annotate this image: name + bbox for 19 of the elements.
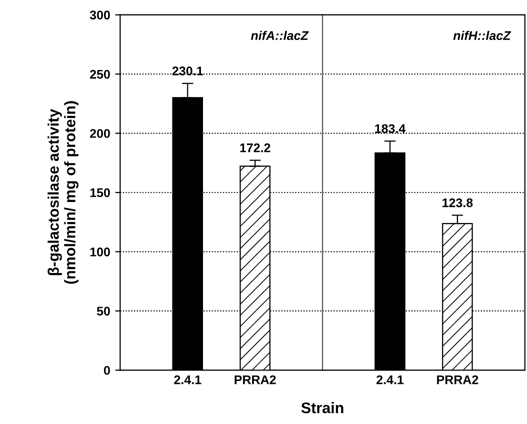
y-tick-label: 0 <box>104 366 110 375</box>
y-tick-label: 100 <box>90 248 110 256</box>
x-axis-title: Strain <box>301 402 344 414</box>
x-tick-label: 2.4.1 <box>376 375 404 384</box>
x-tick-label: PRRA2 <box>437 375 478 384</box>
y-tick-label: 150 <box>90 188 110 198</box>
data-label: 183.4 <box>375 124 406 134</box>
y-tick-label: 200 <box>90 129 110 138</box>
y-tick-label: 300 <box>90 10 110 20</box>
data-label: 230.1 <box>172 66 203 76</box>
annotation: nifH::lacZ <box>453 30 512 40</box>
annotation: nifA::lacZ <box>250 30 309 40</box>
x-tick-label: PRRA2 <box>234 375 276 384</box>
data-label: 123.8 <box>442 198 473 208</box>
y-tick-label: 50 <box>96 306 110 316</box>
y-tick-label: 250 <box>90 70 110 79</box>
data-label: 172.2 <box>240 143 270 152</box>
x-tick-label: 2.4.1 <box>174 375 202 384</box>
y-axis-title: β-galactosilase activity (nmol/min/ mg of protein) <box>48 101 78 284</box>
